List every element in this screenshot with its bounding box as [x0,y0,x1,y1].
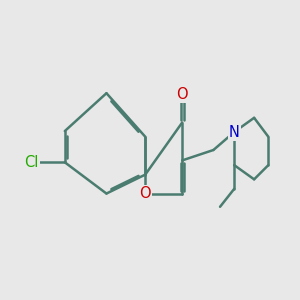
Text: N: N [229,124,240,140]
Text: O: O [176,87,188,102]
Text: Cl: Cl [25,155,39,170]
Text: O: O [140,186,151,201]
